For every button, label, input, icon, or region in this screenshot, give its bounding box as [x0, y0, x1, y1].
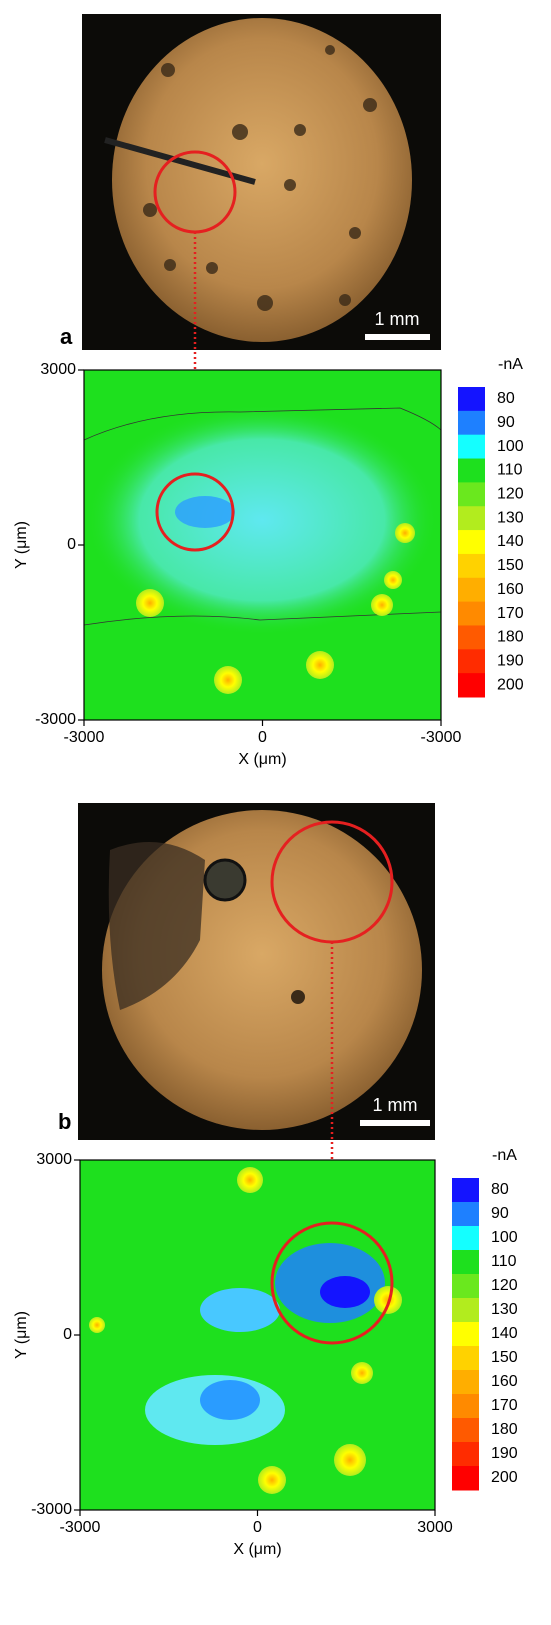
colorbar-label: 160	[497, 581, 524, 598]
colorbar-label: 160	[491, 1373, 518, 1390]
colorbar-swatch	[452, 1298, 479, 1323]
colorbar-label: 130	[497, 509, 524, 526]
x-tick-label: 3000	[417, 1519, 453, 1536]
map-b	[80, 1160, 435, 1510]
colorbar-label: 120	[497, 486, 524, 503]
colorbar-label: 190	[497, 652, 524, 669]
colorbar-label: 110	[497, 462, 523, 479]
colorbar-label: 100	[491, 1229, 518, 1246]
colorbar-label: 200	[491, 1469, 518, 1486]
y-tick-label: 0	[67, 536, 76, 553]
colorbar-swatch	[452, 1274, 479, 1299]
colorbar-title: -nA	[498, 356, 523, 373]
colorbar-label: 150	[497, 557, 524, 574]
colorbar-label: 140	[497, 533, 524, 550]
panel-label: b	[58, 1109, 71, 1134]
colorbar-swatch	[458, 387, 485, 411]
colorbar-label: 140	[491, 1325, 518, 1342]
colorbar-swatch	[458, 554, 485, 578]
x-axis-label: X (μm)	[238, 751, 286, 768]
colorbar-label: 90	[491, 1205, 509, 1222]
colorbar-label: 100	[497, 438, 524, 455]
colorbar-label: 200	[497, 676, 524, 693]
colorbar-swatch	[452, 1322, 479, 1347]
colorbar-swatch	[452, 1202, 479, 1227]
colorbar-swatch	[458, 649, 485, 673]
colorbar-label: 170	[497, 605, 524, 622]
x-tick-label: -3000	[60, 1519, 101, 1536]
colorbar-swatch	[458, 459, 485, 483]
y-tick-label: 3000	[36, 1151, 72, 1168]
colorbar-swatch	[458, 578, 485, 602]
colorbar-swatch	[458, 625, 485, 649]
x-tick-label: -3000	[421, 729, 462, 746]
colorbar-swatch	[452, 1466, 479, 1491]
x-tick-label: -3000	[64, 729, 105, 746]
colorbar-swatch	[452, 1370, 479, 1395]
scale-bar-label: 1 mm	[373, 1095, 418, 1115]
colorbar-label: 80	[497, 390, 515, 407]
colorbar-swatch	[452, 1250, 479, 1275]
colorbar-swatch	[452, 1178, 479, 1203]
y-tick-label: -3000	[31, 1501, 72, 1518]
colorbar-swatch	[452, 1442, 479, 1467]
colorbar-swatch	[458, 435, 485, 459]
x-tick-label: 0	[258, 729, 267, 746]
photo-a	[82, 14, 441, 350]
map-a	[84, 370, 441, 720]
colorbar-label: 110	[491, 1253, 517, 1270]
colorbar-label: 170	[491, 1397, 518, 1414]
colorbar-title: -nA	[492, 1147, 517, 1164]
colorbar-label: 180	[497, 629, 524, 646]
y-axis-label: Y (μm)	[13, 1311, 30, 1359]
y-tick-label: 3000	[40, 361, 76, 378]
colorbar-swatch	[452, 1394, 479, 1419]
x-tick-label: 0	[253, 1519, 262, 1536]
y-tick-label: -3000	[35, 711, 76, 728]
colorbar-swatch	[452, 1418, 479, 1443]
colorbar-label: 180	[491, 1421, 518, 1438]
colorbar-swatch	[452, 1346, 479, 1371]
colorbar-label: 80	[491, 1181, 509, 1198]
colorbar-label: 130	[491, 1301, 518, 1318]
colorbar-label: 90	[497, 414, 515, 431]
panel-label: a	[60, 324, 73, 349]
y-tick-label: 0	[63, 1326, 72, 1343]
y-axis-label: Y (μm)	[13, 521, 30, 569]
colorbar-swatch	[458, 602, 485, 626]
colorbar-swatch	[458, 482, 485, 506]
photo-b	[78, 803, 435, 1140]
colorbar-label: 150	[491, 1349, 518, 1366]
colorbar-swatch	[458, 506, 485, 530]
x-axis-label: X (μm)	[233, 1541, 281, 1558]
scale-bar-label: 1 mm	[375, 309, 420, 329]
colorbar-swatch	[458, 411, 485, 435]
figure: a1 mm-30000-3000-300003000X (μm)Y (μm)-n…	[0, 0, 551, 1625]
colorbar-swatch	[458, 530, 485, 554]
colorbar-label: 190	[491, 1445, 518, 1462]
colorbar-label: 120	[491, 1277, 518, 1294]
colorbar-swatch	[452, 1226, 479, 1251]
colorbar-swatch	[458, 673, 485, 697]
